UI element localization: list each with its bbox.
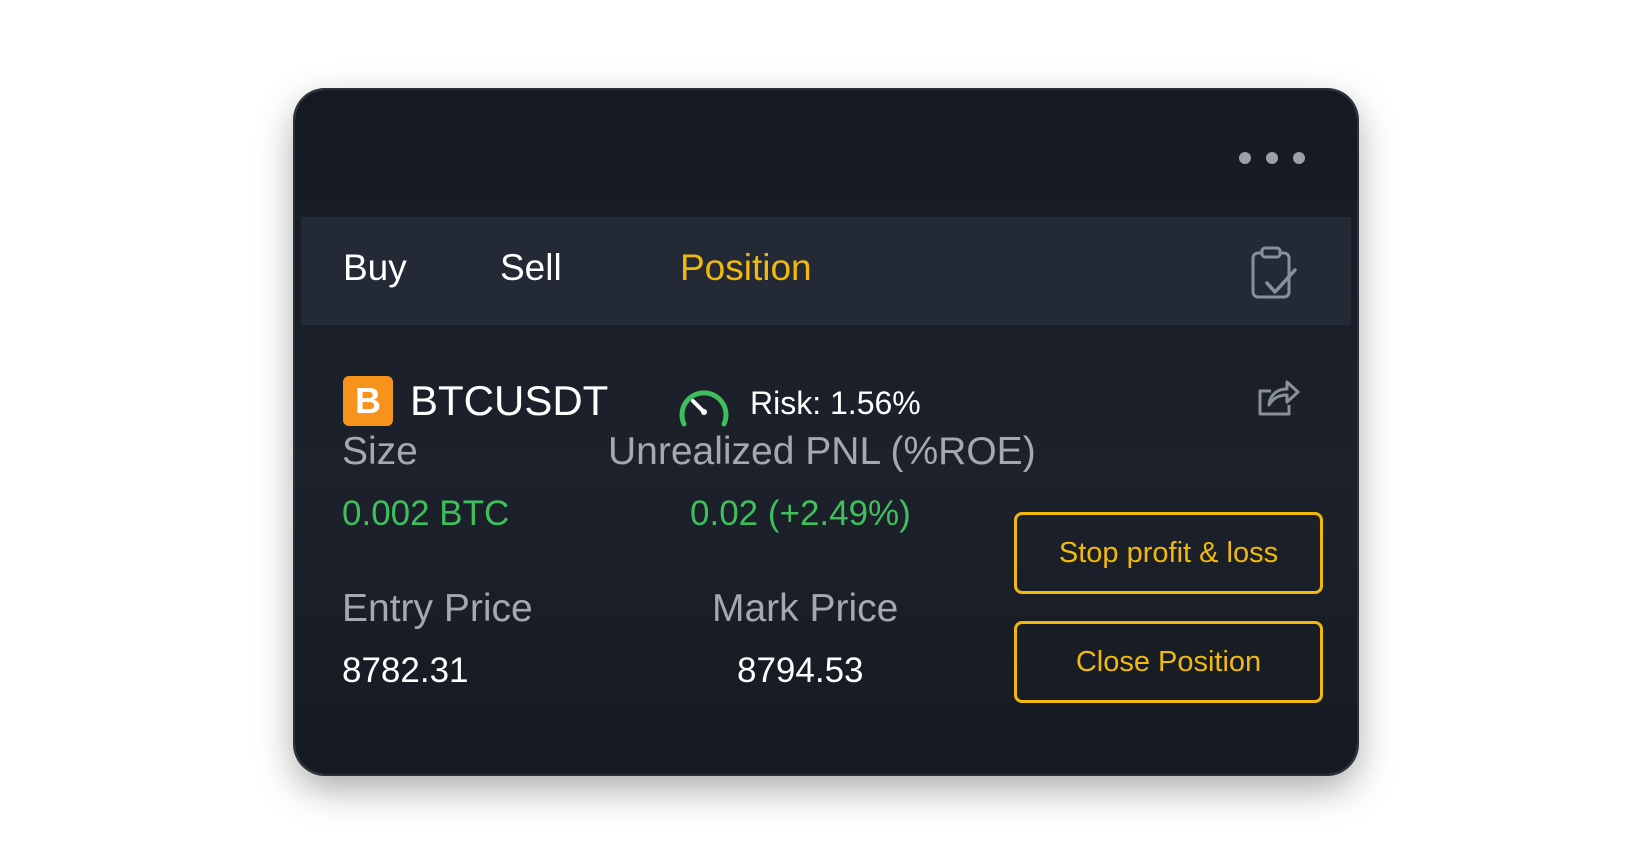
tab-buy[interactable]: Buy bbox=[343, 247, 407, 288]
entry-price-value: 8782.31 bbox=[342, 651, 469, 690]
share-icon[interactable] bbox=[1255, 375, 1301, 419]
mark-price-value: 8794.53 bbox=[737, 651, 864, 690]
stop-profit-loss-button[interactable]: Stop profit & loss bbox=[1014, 512, 1323, 594]
symbol-name: BTCUSDT bbox=[410, 377, 609, 424]
pnl-value: 0.02 (+2.49%) bbox=[690, 494, 911, 533]
clipboard-check-icon[interactable] bbox=[1249, 245, 1299, 301]
dot bbox=[1239, 152, 1251, 164]
gauge-icon bbox=[679, 390, 729, 427]
btc-coin-icon: B bbox=[343, 376, 393, 426]
risk-value: Risk: 1.56% bbox=[750, 385, 921, 421]
dot bbox=[1266, 152, 1278, 164]
size-label: Size bbox=[342, 430, 418, 473]
entry-price-label: Entry Price bbox=[342, 587, 533, 630]
size-value: 0.002 BTC bbox=[342, 494, 510, 533]
tab-sell[interactable]: Sell bbox=[500, 247, 562, 288]
dot bbox=[1293, 152, 1305, 164]
position-card: Buy Sell Position B BTCUSDT Risk: 1.56% … bbox=[295, 90, 1357, 774]
pnl-label: Unrealized PNL (%ROE) bbox=[608, 430, 1036, 473]
close-position-button[interactable]: Close Position bbox=[1014, 621, 1323, 703]
tab-position[interactable]: Position bbox=[680, 247, 812, 288]
more-dots-icon[interactable] bbox=[1239, 152, 1305, 164]
tab-bar: Buy Sell Position bbox=[301, 217, 1351, 325]
mark-price-label: Mark Price bbox=[712, 587, 899, 630]
